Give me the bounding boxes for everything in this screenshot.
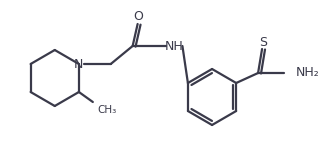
Text: S: S	[259, 36, 267, 48]
Text: NH: NH	[165, 39, 184, 52]
Text: CH₃: CH₃	[98, 105, 117, 115]
Text: O: O	[134, 11, 143, 24]
Text: NH₂: NH₂	[296, 66, 320, 80]
Text: N: N	[74, 57, 83, 70]
